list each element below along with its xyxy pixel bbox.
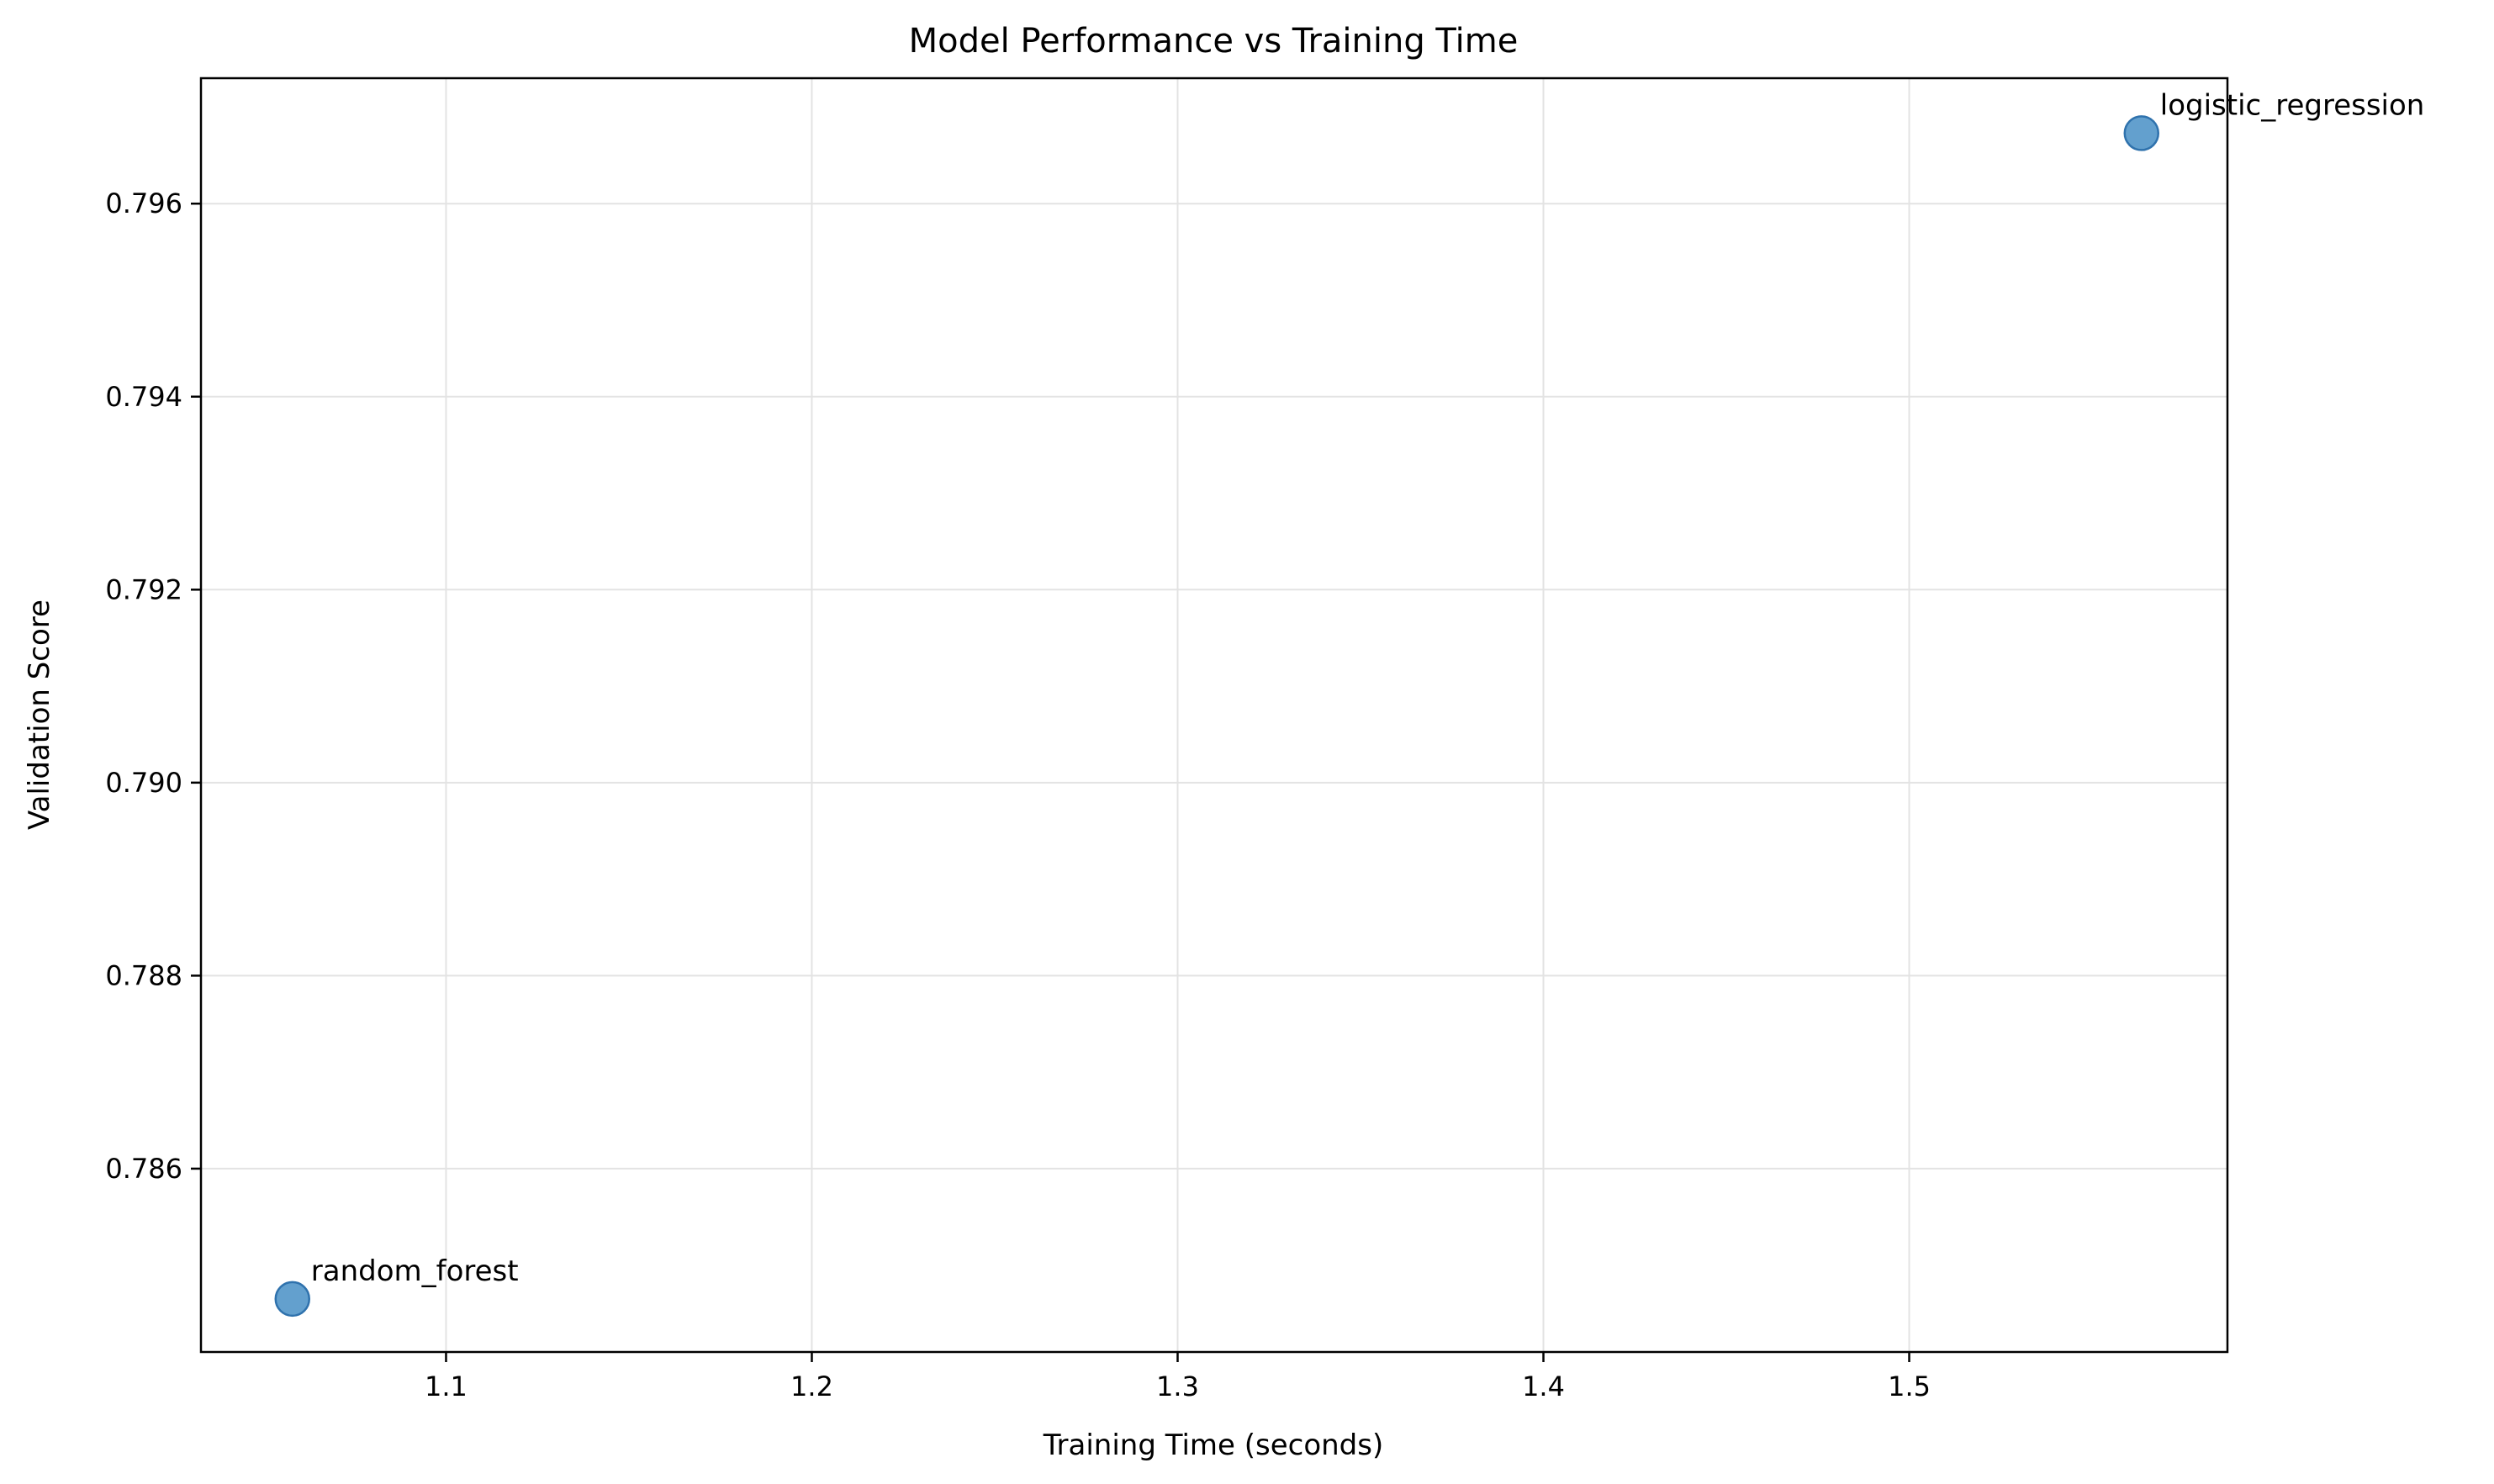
data-points: random_forest logistic_regression (274, 88, 2425, 1318)
y-tick-label: 0.794 (105, 381, 182, 413)
axis-ticks: 1.1 1.2 1.3 1.4 1.5 0.786 0.788 0.790 0.792 0.794… (105, 187, 1931, 1402)
y-axis-label: Validation Score (23, 599, 56, 830)
x-tick-label: 1.1 (425, 1370, 468, 1402)
scatter-point (274, 1281, 311, 1318)
y-tick-label: 0.790 (105, 767, 182, 799)
plot-frame (199, 77, 2229, 1354)
x-tick-label: 1.2 (790, 1370, 833, 1402)
x-axis-label: Training Time (seconds) (1043, 1429, 1383, 1462)
x-tick-label: 1.3 (1156, 1370, 1199, 1402)
x-tick-label: 1.4 (1522, 1370, 1565, 1402)
y-tick-label: 0.792 (105, 573, 182, 605)
grid-lines (201, 78, 2227, 1352)
y-tick-label: 0.796 (105, 187, 182, 219)
y-tick-label: 0.786 (105, 1153, 182, 1185)
chart-title: Model Performance vs Training Time (909, 22, 1519, 61)
point-annotation: random_forest (311, 1254, 519, 1288)
point-annotation: logistic_regression (2160, 88, 2425, 122)
x-tick-label: 1.5 (1888, 1370, 1931, 1402)
y-tick-label: 0.788 (105, 959, 182, 991)
scatter-point (2123, 115, 2160, 151)
